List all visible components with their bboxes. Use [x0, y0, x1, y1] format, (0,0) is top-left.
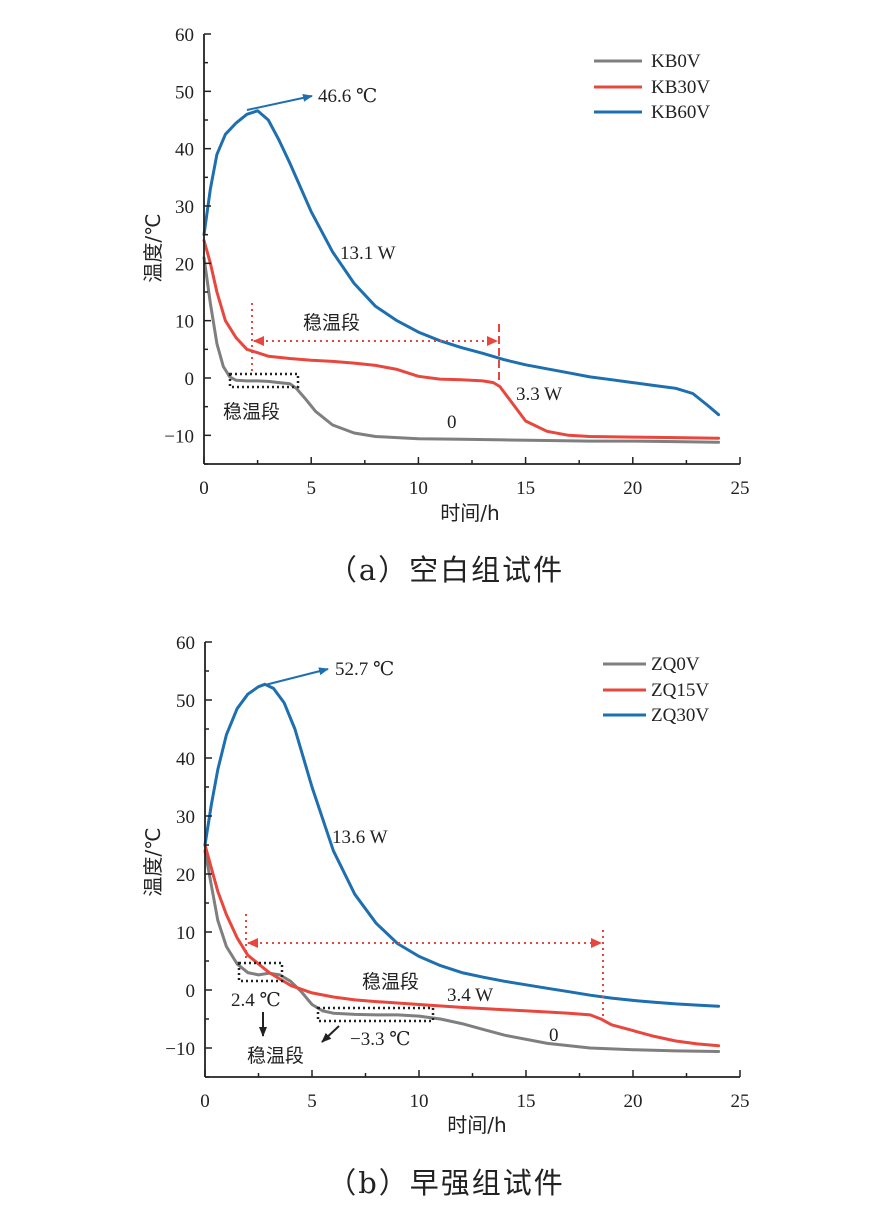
chart-b-y-axis-label: 温度/℃: [141, 827, 165, 896]
chart-a-y-tick-label: 50: [175, 82, 194, 103]
chart-b-x-tick-label: 0: [200, 1091, 210, 1112]
chart-a-y-tick-label: 10: [175, 312, 194, 333]
chart-a-stable-box-label: 稳温段: [223, 401, 280, 423]
chart-a-x-axis-label: 时间/h: [440, 501, 499, 525]
chart-b-x-tick-label: 15: [517, 1091, 536, 1112]
chart-b-peak-arrow: [264, 667, 329, 686]
chart-a-series-layer: [202, 109, 721, 444]
chart-b-stable-box-2: [316, 1006, 435, 1023]
chart-b-stable-range-label: 稳温段: [362, 971, 419, 993]
chart-b-x-tick-label: 25: [731, 1091, 750, 1112]
chart-b-axes: −10 0 10 20 30 40 50 60 0 5 10 15 20 25: [165, 633, 749, 1112]
chart-a-y-tick-label: 20: [175, 254, 194, 275]
chart-b-x-tick-label: 5: [307, 1091, 317, 1112]
chart-a-y-tick-label: −10: [164, 426, 194, 447]
chart-a-axes: −10 0 10 20 30 40 50 60 0 5 10 15 20 25: [164, 25, 749, 499]
chart-b-power-high-label: 13.6 W: [332, 827, 388, 848]
chart-b-legend: ZQ0V ZQ15V ZQ30V: [603, 654, 709, 726]
chart-a-power-mid-label: 3.3 W: [516, 384, 562, 405]
chart-b-x-tick-label: 10: [410, 1091, 429, 1112]
chart-b-box2-temp-label: −3.3 ℃: [350, 1029, 410, 1050]
chart-b-x-axis-label: 时间/h: [447, 1113, 506, 1137]
chart-b-y-tick-label: 40: [176, 749, 195, 770]
chart-a-stable-range-label: 稳温段: [303, 312, 360, 334]
chart-a-y-tick-label: 30: [175, 197, 194, 218]
chart-a-x-tick-label: 10: [409, 478, 428, 499]
chart-b-series-line-zq0v: [203, 849, 721, 1053]
legend-label-zq0v: ZQ0V: [651, 654, 700, 675]
chart-a-zero-label: 0: [447, 412, 457, 433]
chart-b-caption: （b）早强组试件: [327, 1166, 565, 1200]
chart-a-y-tick-label: 40: [175, 140, 194, 161]
chart-a-power-high-label: 13.1 W: [340, 243, 396, 264]
chart-b-box1-temp-label: 2.4 ℃: [231, 990, 281, 1011]
chart-b-y-tick-label: 30: [176, 807, 195, 828]
chart-b-zero-label: 0: [549, 1025, 559, 1046]
chart-a-caption: （a）空白组试件: [328, 553, 564, 587]
chart-a-stable-box: [228, 372, 300, 389]
chart-b-y-tick-label: 10: [176, 923, 195, 944]
chart-a-x-tick-label: 5: [306, 478, 316, 499]
chart-a-series-line-kb0v: [202, 256, 721, 444]
chart-a-peak-arrow: [246, 93, 313, 111]
chart-a-x-tick-label: 0: [199, 478, 209, 499]
chart-a-y-tick-label: 60: [175, 25, 194, 46]
chart-b-y-tick-label: 60: [176, 633, 195, 654]
chart-b-series-line-zq15v: [203, 843, 721, 1048]
chart-a: −10 0 10 20 30 40 50 60 0 5 10 15 20 25 46.6 ℃ 13.1 W…: [141, 25, 750, 587]
chart-a-x-tick-label: 15: [516, 478, 535, 499]
chart-a-peak-label: 46.6 ℃: [318, 86, 377, 107]
chart-a-series-line-kb60v: [202, 109, 721, 417]
chart-b-y-tick-label: 50: [176, 691, 195, 712]
chart-b-y-tick-label: 0: [186, 981, 196, 1002]
chart-a-legend: KB0V KB30V KB60V: [594, 51, 710, 123]
chart-a-y-tick-label: 0: [185, 369, 195, 390]
chart-b-series-line-zq30v: [203, 682, 721, 1008]
chart-b-x-tick-label: 20: [624, 1091, 643, 1112]
chart-b-stable-box-label: 稳温段: [247, 1045, 304, 1067]
legend-label-zq30v: ZQ30V: [651, 705, 709, 726]
legend-label-kb30v: KB30V: [651, 77, 710, 98]
chart-b-power-mid-label: 3.4 W: [447, 985, 493, 1006]
legend-label-kb60v: KB60V: [651, 102, 710, 123]
chart-b-y-tick-label: −10: [165, 1039, 195, 1060]
chart-b-peak-label: 52.7 ℃: [335, 659, 394, 680]
legend-label-kb0v: KB0V: [651, 51, 701, 72]
chart-b: −10 0 10 20 30 40 50 60 0 5 10 15 20 25 52.7 ℃ 13.6 W…: [141, 633, 750, 1200]
chart-a-x-tick-label: 20: [623, 478, 642, 499]
chart-b-box2-arrow: [321, 1025, 340, 1043]
chart-b-stable-box-1: [237, 961, 284, 983]
chart-a-y-axis-label: 温度/℃: [141, 213, 165, 282]
legend-label-zq15v: ZQ15V: [651, 680, 709, 701]
chart-b-y-tick-label: 20: [176, 865, 195, 886]
chart-a-x-tick-label: 25: [731, 478, 750, 499]
chart-a-series-line-kb30v: [202, 238, 721, 440]
